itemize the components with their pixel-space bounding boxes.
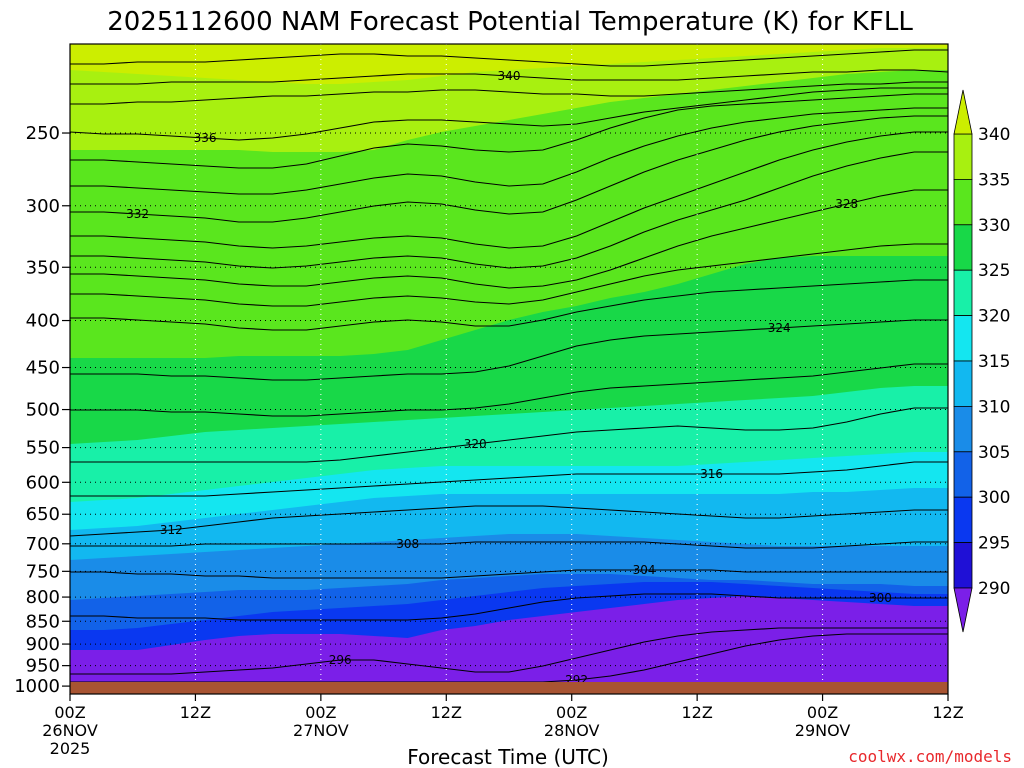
colorbar-segment	[953, 133, 973, 180]
isentrope-label: 304	[633, 563, 656, 577]
isentrope-line	[70, 151, 948, 269]
temperature-band-1000	[70, 596, 948, 694]
x-tick-label: 12Z	[932, 703, 963, 722]
colorbar-segment	[953, 224, 973, 271]
isentrope-line	[70, 279, 948, 331]
x-tick-label: 00Z	[305, 703, 336, 722]
y-tick-label: 1000	[14, 676, 60, 697]
isentrope-line	[70, 407, 948, 463]
x-tick-label: 00Z	[556, 703, 587, 722]
y-tick-label: 950	[26, 656, 60, 677]
colorbar-label: 335	[978, 170, 1010, 190]
isentrope-line	[69, 505, 948, 537]
colorbar-label: 305	[978, 443, 1010, 463]
chart-title: 2025112600 NAM Forecast Potential Temper…	[107, 7, 913, 37]
isentrope-label: 300	[869, 591, 892, 605]
y-tick-label: 650	[26, 504, 60, 525]
isentrope-label: 332	[126, 207, 149, 221]
y-tick-label: 700	[26, 534, 60, 555]
y-tick-label: 450	[26, 358, 60, 379]
colorbar-label: 315	[978, 352, 1010, 372]
y-tick-label: 800	[26, 587, 60, 608]
colorbar-label: 330	[978, 216, 1010, 236]
isentrope-line	[70, 541, 948, 549]
y-tick-label: 400	[26, 311, 60, 332]
isentrope-label: 328	[835, 197, 858, 211]
colorbar-segment	[953, 496, 973, 544]
isentrope-line	[70, 107, 948, 195]
isentrope-label: 340	[498, 69, 521, 83]
plot-frame	[69, 43, 949, 695]
y-tick-label: 850	[26, 611, 60, 632]
isentrope-line	[70, 461, 948, 497]
colorbar-arrow-bottom	[953, 587, 973, 633]
colorbar-segment	[953, 451, 973, 498]
colorbar-label: 290	[978, 579, 1010, 599]
y-tick-label: 500	[26, 400, 60, 421]
isentrope-line	[70, 627, 948, 675]
colorbar-segment	[953, 360, 973, 407]
credit-label: coolwx.com/models	[848, 747, 1012, 766]
colorbar-segment	[953, 178, 973, 226]
isentrope-line	[70, 115, 948, 223]
x-tick-label: 12Z	[681, 703, 712, 722]
colorbar-label: 320	[978, 307, 1010, 327]
isentrope-label: 296	[329, 653, 352, 667]
x-axis-label: Forecast Time (UTC)	[407, 745, 609, 768]
isentrope-line	[70, 49, 948, 67]
y-tick-label: 250	[26, 123, 60, 144]
isentrope-label: 308	[396, 537, 419, 551]
y-tick-label: 900	[26, 634, 60, 655]
isentrope-line	[70, 319, 948, 381]
colorbar-segment	[953, 315, 973, 362]
isentrope-line	[70, 593, 948, 621]
x-tick-date: 29NOV	[795, 721, 851, 740]
colorbar-label: 340	[978, 125, 1010, 145]
ground-strip	[70, 682, 948, 694]
isentrope-line	[70, 189, 948, 289]
isentrope-line	[70, 81, 948, 105]
x-tick-date: 26NOV	[42, 721, 98, 740]
isentrope-label: 320	[464, 437, 487, 451]
y-tick-label: 550	[26, 438, 60, 459]
isentrope-label: 324	[768, 321, 791, 335]
isentrope-line	[70, 363, 948, 417]
x-tick-label: 00Z	[54, 703, 85, 722]
colorbar-segment	[953, 269, 973, 317]
colorbar-label: 295	[978, 534, 1010, 554]
colorbar-label: 325	[978, 261, 1010, 281]
isentrope-line	[69, 87, 948, 141]
y-tick-label: 600	[26, 472, 60, 493]
isentrope-line	[70, 569, 948, 579]
isentrope-label: 336	[194, 131, 217, 145]
colorbar-label: 300	[978, 488, 1010, 508]
colorbar-segment	[953, 405, 973, 453]
y-tick-label: 350	[26, 257, 60, 278]
colorbar-arrow-top	[953, 89, 973, 135]
colorbar-label: 310	[978, 397, 1010, 417]
x-tick-year: 2025	[50, 739, 91, 758]
x-tick-label: 12Z	[180, 703, 211, 722]
y-axis: 2503003504004505005506006507007508008509…	[14, 123, 70, 697]
x-tick-label: 00Z	[807, 703, 838, 722]
isentrope-label: 316	[700, 467, 723, 481]
isentrope-label: 312	[160, 523, 183, 537]
isentrope-line	[70, 69, 949, 85]
x-tick-date: 27NOV	[293, 721, 349, 740]
x-tick-label: 12Z	[431, 703, 462, 722]
colorbar-segment	[953, 542, 973, 589]
x-tick-date: 28NOV	[544, 721, 600, 740]
colorbar: 340 335 330 325 320 315 310 305 300 295 290	[953, 89, 1010, 633]
isentrope-line	[70, 243, 948, 307]
isentrope-line	[70, 93, 948, 169]
isentrope-line	[70, 131, 948, 249]
y-tick-label: 300	[26, 196, 60, 217]
y-tick-label: 750	[26, 561, 60, 582]
